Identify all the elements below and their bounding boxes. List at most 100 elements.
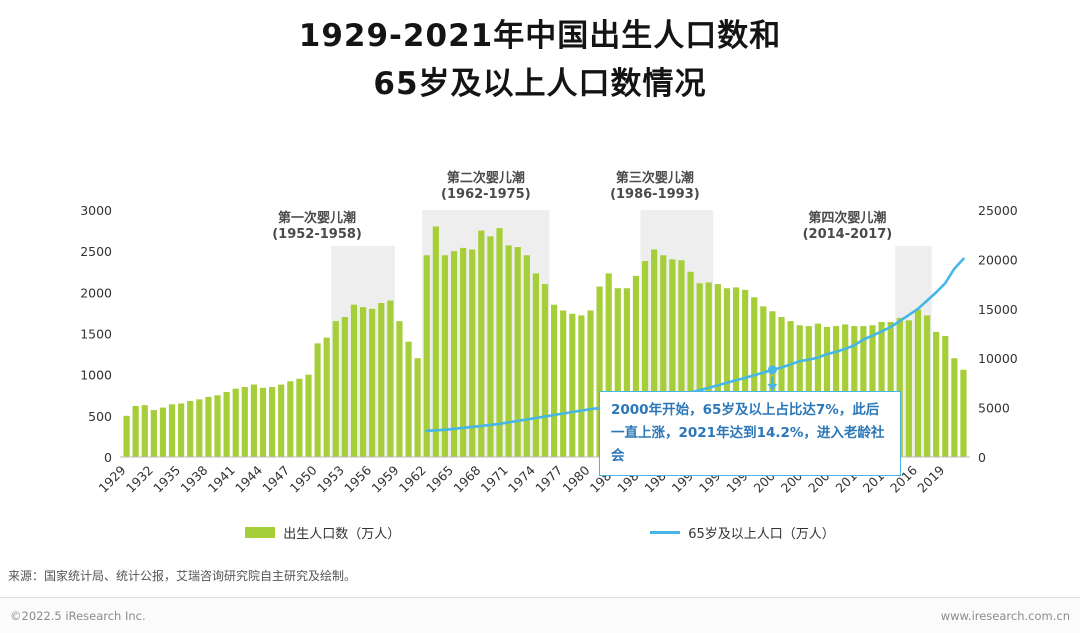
bar: [933, 331, 940, 457]
x-axis-tick-label: 1953: [314, 463, 347, 496]
right-axis-tick-label: 25000: [978, 203, 1018, 218]
footer-bar: ©2022.5 iResearch Inc. www.iresearch.com…: [0, 597, 1080, 633]
x-axis-tick-label: 1929: [96, 462, 129, 495]
bar: [168, 404, 176, 457]
bar: [450, 251, 458, 457]
line-marker-2000: [767, 365, 777, 375]
bar: [332, 321, 339, 457]
bar: [842, 324, 849, 457]
left-axis-tick-label: 500: [88, 409, 112, 424]
right-axis-tick-label: 20000: [978, 252, 1018, 267]
bar: [732, 287, 740, 457]
baby-boom-label: 第二次婴儿潮(1962-1975): [441, 170, 531, 202]
bar: [414, 358, 421, 457]
bar: [141, 405, 148, 457]
bar: [460, 247, 467, 457]
bar: [623, 288, 630, 457]
bar: [569, 313, 576, 457]
x-axis-tick-label: 1962: [396, 463, 429, 496]
left-axis-tick-label: 0: [104, 450, 112, 465]
website-link[interactable]: www.iresearch.com.cn: [940, 608, 1070, 623]
bar: [478, 230, 485, 457]
left-axis-tick-label: 2500: [80, 244, 112, 259]
bar: [760, 306, 767, 457]
bar: [305, 374, 312, 457]
x-axis-tick-label: 1950: [287, 462, 320, 495]
x-axis-tick-label: 1932: [123, 463, 156, 496]
bar: [942, 335, 949, 457]
bar: [259, 387, 267, 457]
legend: 出生人口数（万人） 65岁及以上人口（万人）: [0, 523, 1080, 542]
bar: [669, 259, 676, 457]
bar: [960, 369, 967, 457]
bar: [541, 284, 549, 457]
left-axis-tick-label: 1500: [80, 327, 112, 342]
bar: [269, 387, 276, 457]
bar: [687, 271, 694, 457]
x-axis-tick-label: 1965: [423, 463, 456, 496]
legend-item-births: 出生人口数（万人）: [245, 523, 400, 542]
x-axis-tick-label: 1980: [560, 462, 593, 495]
bar: [132, 405, 139, 457]
bar: [678, 260, 685, 457]
bar: [314, 343, 321, 457]
bar: [578, 315, 585, 457]
bar: [496, 228, 503, 457]
bar: [914, 309, 922, 457]
x-axis-tick-label: 2019: [914, 462, 947, 495]
left-axis-tick-label: 3000: [80, 203, 112, 218]
bar: [196, 399, 203, 457]
bar: [505, 245, 512, 457]
bar: [223, 391, 230, 457]
legend-label-elderly: 65岁及以上人口（万人）: [688, 527, 835, 542]
bar: [551, 304, 558, 457]
bar: [232, 388, 239, 457]
bar: [814, 323, 821, 457]
bar: [350, 304, 358, 457]
x-axis-tick-label: 1944: [232, 462, 265, 495]
bar: [523, 255, 530, 457]
bar: [787, 321, 794, 457]
bar: [278, 384, 285, 457]
bar: [923, 315, 931, 457]
bar: [323, 337, 330, 457]
bar: [241, 387, 248, 457]
bar: [487, 236, 494, 457]
bar: [651, 249, 658, 457]
legend-item-elderly: 65岁及以上人口（万人）: [650, 523, 835, 542]
x-axis-tick-label: 1947: [259, 463, 292, 496]
bar: [596, 286, 603, 457]
bar: [359, 307, 367, 457]
bar: [614, 288, 621, 457]
x-axis-tick-label: 1938: [177, 462, 210, 495]
bar: [951, 358, 958, 457]
bar: [432, 226, 439, 457]
bar: [405, 341, 412, 457]
bar: [532, 273, 539, 457]
chart-title: 1929-2021年中国出生人口数和 65岁及以上人口数情况: [0, 12, 1080, 108]
bar: [751, 297, 758, 457]
line-swatch-icon: [650, 531, 681, 534]
chart-title-line-1: 1929-2021年中国出生人口数和: [298, 18, 782, 54]
bar: [714, 284, 721, 457]
x-axis-tick-label: 1959: [368, 462, 401, 495]
callout-arrow-head-icon: [767, 383, 778, 391]
bar: [742, 289, 749, 457]
bar: [287, 381, 294, 457]
bar: [296, 378, 303, 457]
bar: [378, 303, 385, 457]
bar: [123, 415, 130, 457]
bar: [469, 249, 476, 457]
bar: [514, 247, 521, 457]
bar: [205, 396, 212, 457]
bar: [396, 321, 403, 457]
x-axis-tick-label: 1968: [450, 462, 483, 495]
bar: [696, 283, 703, 457]
x-axis-tick-label: 1971: [478, 463, 511, 496]
bar: [605, 273, 612, 457]
left-axis-tick-label: 2000: [80, 285, 112, 300]
baby-boom-label: 第三次婴儿潮(1986-1993): [610, 170, 700, 202]
bar: [632, 275, 640, 457]
bar: [723, 288, 731, 457]
